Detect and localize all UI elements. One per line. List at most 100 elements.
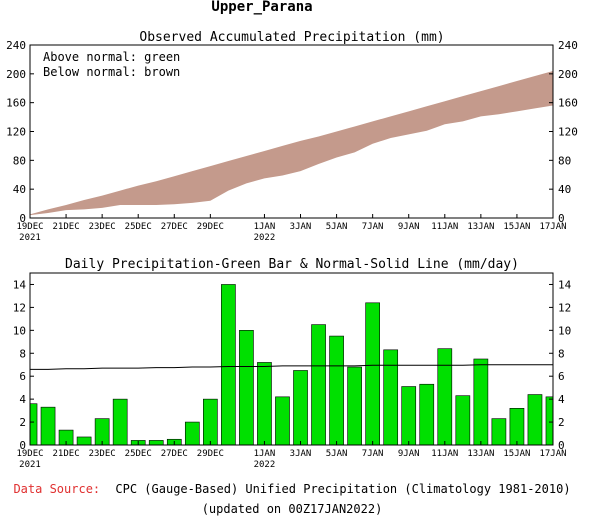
daily-bar xyxy=(148,440,164,446)
daily-precip-panel: Daily Precipitation-Green Bar & Normal-S… xyxy=(13,257,572,470)
accumulated-x-tick-label: 21DEC xyxy=(53,222,80,232)
daily-bar xyxy=(311,324,326,446)
footer-source-label: Data Source: xyxy=(13,482,100,496)
daily-bar xyxy=(419,383,435,446)
accumulated-y-tick-label-right: 40 xyxy=(558,183,571,196)
accumulated-x-tick-label: 25DEC xyxy=(125,222,152,232)
daily-bar xyxy=(491,418,507,446)
daily-x-tick-label: 27DEC xyxy=(161,449,188,459)
daily-y-tick-label-left: 0 xyxy=(19,439,26,452)
daily-y-tick-label-right: 14 xyxy=(558,278,572,291)
accumulated-area-group xyxy=(30,70,553,216)
below-normal-band xyxy=(30,70,553,216)
accumulated-y-tick-label-left: 40 xyxy=(13,183,26,196)
accumulated-y-tick-label-left: 240 xyxy=(6,39,26,52)
daily-y-tick-label-right: 2 xyxy=(558,416,565,429)
daily-bar xyxy=(29,403,38,446)
accumulated-y-tick-label-left: 200 xyxy=(6,68,26,81)
accumulated-y-tick-label-left: 80 xyxy=(13,154,26,167)
page-title: Upper_Parana xyxy=(211,0,312,15)
daily-y-tick-label-left: 2 xyxy=(19,416,26,429)
daily-y-tick-label-right: 4 xyxy=(558,393,565,406)
daily-bar xyxy=(257,362,272,446)
daily-y-tick-label-left: 10 xyxy=(13,324,26,337)
daily-x-tick-label: 3JAN xyxy=(290,449,312,459)
accumulated-x-tick-label: 5JAN xyxy=(326,222,348,232)
accumulated-y-tick-label-right: 200 xyxy=(558,68,578,81)
daily-x-tick-label: 11JAN xyxy=(431,449,458,459)
daily-x-tick-label: 7JAN xyxy=(362,449,384,459)
accumulated-x-tick-label: 11JAN xyxy=(431,222,458,232)
daily-bar xyxy=(401,386,417,446)
accumulated-x-tick-label: 27DEC xyxy=(161,222,188,232)
footer-source-text: CPC (Gauge-Based) Unified Precipitation … xyxy=(115,482,570,496)
accumulated-precip-panel: Observed Accumulated Precipitation (mm) … xyxy=(6,30,578,243)
legend-above-normal: Above normal: green xyxy=(43,50,180,64)
daily-bar xyxy=(293,370,308,446)
daily-bar xyxy=(509,408,525,446)
accumulated-x-tick-label: 1JAN xyxy=(254,222,276,232)
accumulated-y-tick-label-right: 120 xyxy=(558,126,578,139)
accumulated-x-tick-label: 23DEC xyxy=(89,222,116,232)
daily-y-tick-label-right: 6 xyxy=(558,370,565,383)
daily-bar xyxy=(221,284,236,446)
accumulated-x-tick-label: 17JAN xyxy=(539,222,566,232)
accumulated-chart-title: Observed Accumulated Precipitation (mm) xyxy=(139,30,444,45)
daily-x-year-label: 2022 xyxy=(254,460,276,470)
daily-bar xyxy=(455,395,471,446)
accumulated-y-tick-label-right: 80 xyxy=(558,154,571,167)
daily-x-tick-label: 19DEC xyxy=(16,449,43,459)
accumulated-x-year-label: 2022 xyxy=(254,233,276,243)
daily-bar xyxy=(329,335,344,446)
daily-x-tick-label: 15JAN xyxy=(503,449,530,459)
normal-line xyxy=(30,364,553,370)
accumulated-y-tick-label-left: 160 xyxy=(6,97,26,110)
accumulated-x-year-label: 2021 xyxy=(19,233,41,243)
normal-line-group xyxy=(30,364,553,370)
daily-y-tick-label-right: 10 xyxy=(558,324,571,337)
daily-bar xyxy=(437,348,453,446)
daily-y-tick-label-right: 0 xyxy=(558,439,565,452)
accumulated-y-tick-label-right: 240 xyxy=(558,39,578,52)
daily-x-tick-label: 9JAN xyxy=(398,449,420,459)
accumulated-y-tick-label-left: 120 xyxy=(6,126,26,139)
accumulated-x-tick-label: 13JAN xyxy=(467,222,494,232)
daily-y-tick-label-left: 6 xyxy=(19,370,26,383)
daily-bar xyxy=(40,406,56,446)
daily-x-tick-label: 5JAN xyxy=(326,449,348,459)
daily-x-tick-label: 29DEC xyxy=(197,449,224,459)
daily-bar xyxy=(473,358,489,446)
daily-x-year-label: 2021 xyxy=(19,460,41,470)
daily-bar xyxy=(383,349,399,446)
daily-bar xyxy=(239,330,254,446)
daily-bar xyxy=(76,436,92,446)
daily-bar xyxy=(545,396,554,446)
daily-y-tick-label-right: 8 xyxy=(558,347,565,360)
daily-x-tick-label: 13JAN xyxy=(467,449,494,459)
daily-chart-title: Daily Precipitation-Green Bar & Normal-S… xyxy=(65,257,519,272)
accumulated-x-tick-label: 3JAN xyxy=(290,222,312,232)
daily-plot-frame xyxy=(29,272,554,446)
accumulated-y-tick-label-left: 0 xyxy=(19,212,26,225)
daily-y-tick-label-left: 14 xyxy=(13,278,27,291)
daily-bar xyxy=(184,421,200,446)
daily-bar xyxy=(203,398,218,446)
accumulated-x-tick-label: 7JAN xyxy=(362,222,384,232)
accumulated-x-tick-label: 15JAN xyxy=(503,222,530,232)
daily-bar xyxy=(112,398,128,446)
accumulated-y-tick-label-right: 160 xyxy=(558,97,578,110)
daily-x-tick-label: 1JAN xyxy=(254,449,276,459)
daily-y-tick-label-left: 12 xyxy=(13,301,26,314)
daily-y-tick-label-right: 12 xyxy=(558,301,571,314)
legend-below-normal: Below normal: brown xyxy=(43,65,180,79)
daily-x-tick-label: 25DEC xyxy=(125,449,152,459)
daily-bar xyxy=(347,366,362,446)
accumulated-x-tick-label: 19DEC xyxy=(16,222,43,232)
accumulated-x-tick-label: 29DEC xyxy=(197,222,224,232)
footer-updated: (updated on 00Z17JAN2022) xyxy=(202,502,383,516)
footer-source: Data Source: CPC (Gauge-Based) Unified P… xyxy=(13,482,570,496)
accumulated-x-tick-label: 9JAN xyxy=(398,222,420,232)
